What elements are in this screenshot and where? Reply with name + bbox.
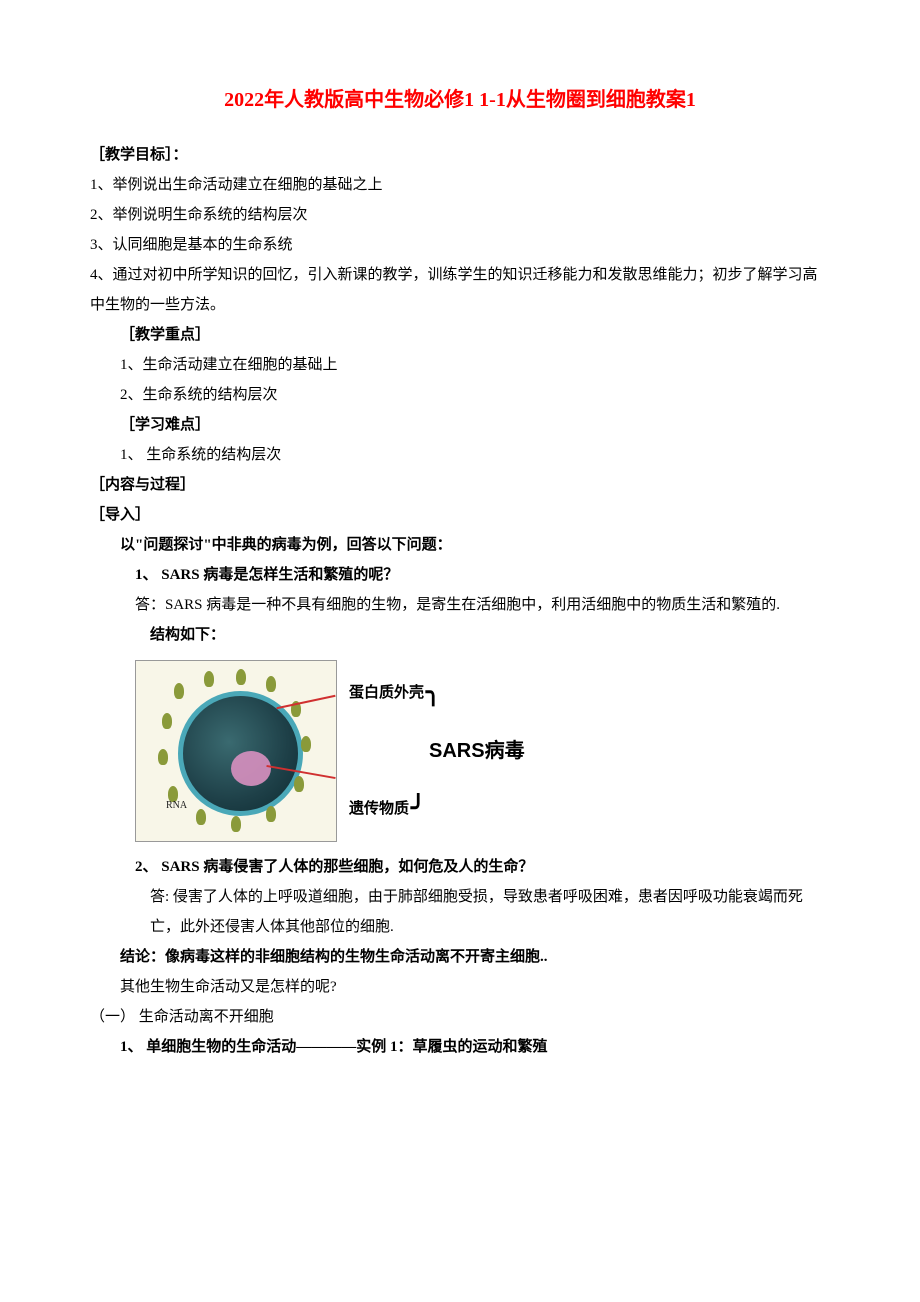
spike-icon: [236, 669, 246, 685]
spike-icon: [162, 713, 172, 729]
q1-answer: 答：SARS 病毒是一种不具有细胞的生物，是寄生在活细胞中，利用活细胞中的物质生…: [150, 590, 830, 620]
section1-item1: 1、 单细胞生物的生命活动————实例 1：草履虫的运动和繁殖: [120, 1032, 830, 1062]
focus-header: ［教学重点］: [120, 320, 830, 350]
spike-icon: [158, 749, 168, 765]
intro-header: ［导入］: [90, 500, 830, 530]
discuss-intro: 以"问题探讨"中非典的病毒为例，回答以下问题：: [120, 530, 830, 560]
label-genetic: 遗传物质: [349, 794, 409, 824]
other-question: 其他生物生命活动又是怎样的呢?: [120, 972, 830, 1002]
q2-question: 2、 SARS 病毒侵害了人体的那些细胞，如何危及人的生命？: [135, 852, 830, 882]
section1-header: （一） 生命活动离不开细胞: [90, 1002, 830, 1032]
label-line-protein: [276, 695, 335, 709]
objective-3: 3、认同细胞是基本的生命系统: [90, 230, 830, 260]
focus-item-1: 1、生命活动建立在细胞的基础上: [120, 350, 830, 380]
virus-nucleus: [231, 751, 271, 786]
spike-icon: [204, 671, 214, 687]
objective-2: 2、举例说明生命系统的结构层次: [90, 200, 830, 230]
spike-icon: [196, 809, 206, 825]
focus-item-2: 2、生命系统的结构层次: [120, 380, 830, 410]
conclusion: 结论：像病毒这样的非细胞结构的生物生命活动离不开寄主细胞..: [120, 942, 830, 972]
q2-answer: 答: 侵害了人体的上呼吸道细胞，由于肺部细胞受损，导致患者呼吸困难，患者因呼吸功…: [150, 882, 830, 942]
difficulty-header: ［学习难点］: [120, 410, 830, 440]
spike-icon: [266, 676, 276, 692]
label-virus: SARS病毒: [429, 731, 525, 771]
objective-4: 4、通过对初中所学知识的回忆，引入新课的教学，训练学生的知识迁移能力和发散思维能…: [90, 260, 830, 320]
objectives-header: ［教学目标］：: [90, 140, 830, 170]
content-process: ［内容与过程］: [90, 470, 830, 500]
diagram-labels: 蛋白质外壳 ╮ SARS病毒 遗传物质 ╯: [349, 669, 525, 833]
objective-1: 1、举例说出生命活动建立在细胞的基础之上: [90, 170, 830, 200]
q1-question: 1、 SARS 病毒是怎样生活和繁殖的呢？: [135, 560, 830, 590]
spike-icon: [301, 736, 311, 752]
page-title: 2022年人教版高中生物必修1 1-1从生物圈到细胞教案1: [90, 80, 830, 120]
virus-diagram: RNA: [135, 660, 337, 842]
q1-structure-label: 结构如下：: [150, 620, 830, 650]
spike-icon: [294, 776, 304, 792]
rna-label: RNA: [166, 796, 187, 816]
spike-icon: [266, 806, 276, 822]
label-protein: 蛋白质外壳: [349, 678, 424, 708]
virus-diagram-container: RNA 蛋白质外壳 ╮ SARS病毒 遗传物质 ╯: [135, 660, 830, 842]
difficulty-item-1: 1、 生命系统的结构层次: [120, 440, 830, 470]
spike-icon: [231, 816, 241, 832]
spike-icon: [174, 683, 184, 699]
